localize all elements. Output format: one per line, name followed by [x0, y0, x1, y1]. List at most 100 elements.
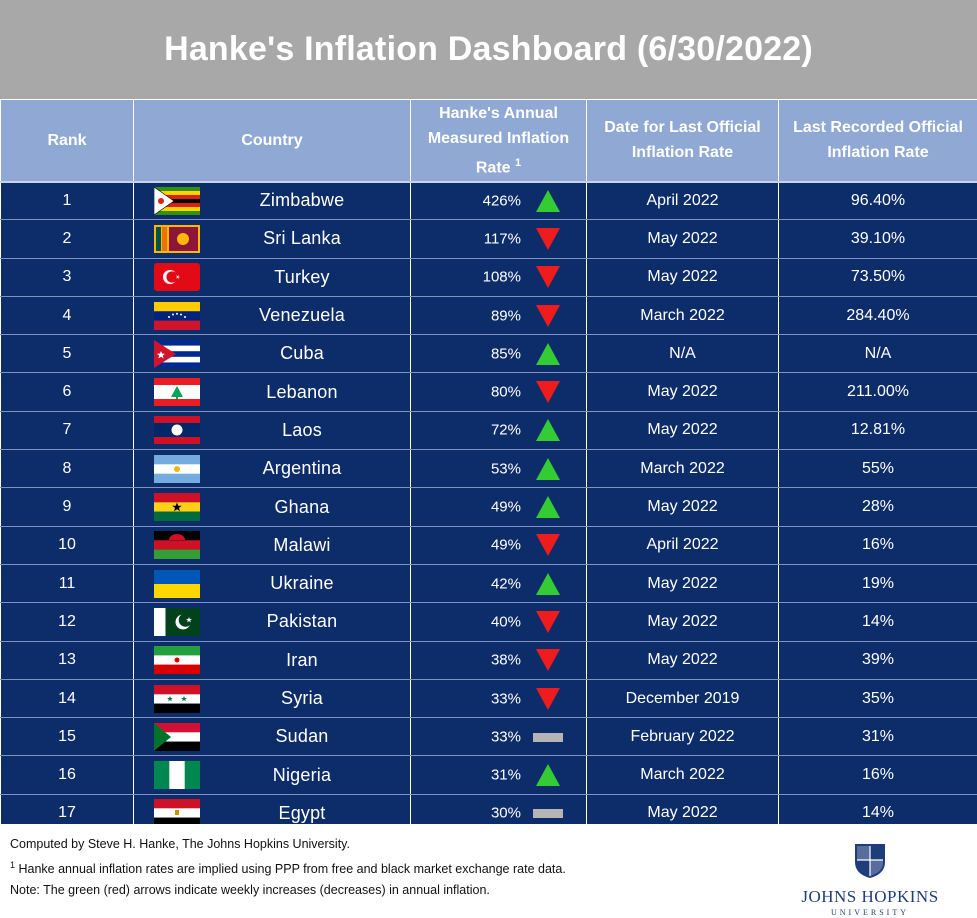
date-value: May 2022 [647, 612, 718, 630]
date-value: February 2022 [630, 727, 735, 745]
header-date-line1: Date for Last Official [604, 119, 761, 137]
date-cell: May 2022 [586, 640, 779, 680]
date-value: December 2019 [625, 689, 740, 707]
rank-value: 10 [58, 536, 76, 554]
header-rank: Rank [0, 99, 134, 183]
table-row: 11 Ukraine 42% May 2022 19% [0, 563, 977, 604]
table: Rank Country Hanke's Annual Measured Inf… [0, 99, 977, 834]
header-country-label: Country [241, 131, 303, 149]
country-cell: Zimbabwe [133, 180, 411, 221]
trend-indicator [535, 687, 561, 711]
footer: Computed by Steve H. Hanke, The Johns Ho… [0, 824, 977, 918]
hanke-rate-value: 89% [490, 307, 521, 325]
arrow-down-icon [536, 381, 560, 404]
footer-footnote: 1 Hanke annual inflation rates are impli… [10, 855, 566, 880]
hanke-rate-value: 80% [490, 383, 521, 401]
official-rate-value: 12.81% [850, 421, 906, 439]
arrow-up-icon [536, 572, 560, 595]
rank-cell: 2 [0, 219, 134, 259]
rank-cell: 1 [0, 180, 134, 221]
country-name: Nigeria [272, 764, 332, 785]
header-date-line2: Inflation Rate [631, 144, 734, 162]
official-rate-cell: 96.40% [778, 180, 977, 221]
official-rate-cell: 73.50% [778, 257, 977, 297]
official-rate-value: 16% [861, 766, 895, 784]
country-name: Ghana [274, 496, 330, 517]
header-date: Date for Last Official Inflation Rate [586, 99, 779, 183]
official-rate-value: 14% [861, 804, 895, 822]
rank-cell: 13 [0, 640, 134, 680]
table-row: 7 Laos 72% May 2022 12.81% [0, 410, 977, 451]
country-cell: Ghana [133, 487, 411, 527]
rank-value: 11 [58, 574, 76, 592]
country-cell: Sri Lanka [133, 219, 411, 259]
table-row: 16 Nigeria 31% March 2022 16% [0, 755, 977, 795]
hanke-rate-cell: 85% [410, 334, 587, 374]
trend-indicator [535, 265, 561, 289]
arrow-down-icon [536, 227, 560, 250]
hanke-rate-cell: 53% [410, 449, 587, 489]
table-row: 13 Iran 38% May 2022 39% [0, 640, 977, 680]
trend-indicator [533, 725, 563, 749]
rank-cell: 14 [0, 678, 134, 719]
country-name: Venezuela [259, 305, 345, 326]
official-rate-value: 14% [861, 612, 895, 630]
date-value: May 2022 [647, 383, 718, 401]
footer-notes: Computed by Steve H. Hanke, The Johns Ho… [10, 834, 566, 901]
trend-indicator [535, 304, 561, 328]
date-value: May 2022 [647, 804, 718, 822]
official-rate-value: 39.10% [850, 229, 906, 247]
rank-value: 13 [58, 651, 76, 669]
hanke-rate-cell: 108% [410, 257, 587, 297]
hanke-rate-value: 31% [490, 766, 521, 784]
country-name: Zimbabwe [259, 190, 345, 211]
date-value: April 2022 [646, 536, 719, 554]
table-body: 1 Zimbabwe 426% April 2022 96.40% 2 Sri Lanka 1… [0, 180, 977, 834]
date-value: May 2022 [647, 229, 718, 247]
date-value: March 2022 [640, 459, 725, 477]
hanke-rate-value: 49% [490, 536, 521, 554]
table-row: 2 Sri Lanka 117% May 2022 39.10% [0, 219, 977, 259]
rank-value: 17 [58, 804, 76, 822]
official-rate-value: N/A [864, 344, 892, 362]
date-value: May 2022 [647, 421, 718, 439]
jhu-name: JOHNS HOPKINS [801, 887, 939, 906]
official-rate-cell: 55% [778, 449, 977, 489]
official-rate-value: 96.40% [850, 191, 906, 209]
country-name: Argentina [262, 458, 342, 479]
hanke-rate-value: 53% [490, 460, 521, 478]
trend-indicator [535, 189, 561, 213]
official-rate-value: 73.50% [850, 268, 906, 286]
official-rate-cell: 12.81% [778, 410, 977, 451]
ukraine-flag [154, 569, 200, 598]
arrow-up-icon [536, 342, 560, 365]
arrow-down-icon [536, 687, 560, 710]
date-cell: May 2022 [586, 410, 779, 451]
table-row: 15 Sudan 33% February 2022 31% [0, 717, 977, 757]
rank-cell: 9 [0, 487, 134, 527]
trend-indicator [535, 227, 561, 251]
rank-cell: 10 [0, 525, 134, 565]
trend-indicator [535, 457, 561, 481]
johns-hopkins-logo: JOHNS HOPKINS UNIVERSITY [790, 842, 950, 917]
official-rate-cell: 16% [778, 525, 977, 565]
date-cell: May 2022 [586, 257, 779, 297]
date-cell: May 2022 [586, 487, 779, 527]
date-cell: March 2022 [586, 295, 779, 336]
hanke-rate-value: 33% [490, 690, 521, 707]
official-rate-cell: 39% [778, 640, 977, 680]
rank-value: 16 [58, 766, 76, 784]
official-rate-cell: 19% [778, 563, 977, 604]
rank-cell: 7 [0, 410, 134, 451]
header-rate-line2: Inflation Rate [827, 144, 929, 162]
date-cell: April 2022 [586, 180, 779, 221]
date-cell: February 2022 [586, 717, 779, 757]
rank-cell: 16 [0, 755, 134, 795]
official-rate-value: 31% [861, 727, 895, 745]
hanke-rate-value: 42% [490, 575, 521, 593]
date-value: March 2022 [640, 306, 725, 324]
rank-cell: 12 [0, 602, 134, 642]
date-cell: May 2022 [586, 372, 779, 412]
date-cell: May 2022 [586, 219, 779, 259]
table-row: 4 Venezuela 89% March 2022 284.40% [0, 295, 977, 336]
